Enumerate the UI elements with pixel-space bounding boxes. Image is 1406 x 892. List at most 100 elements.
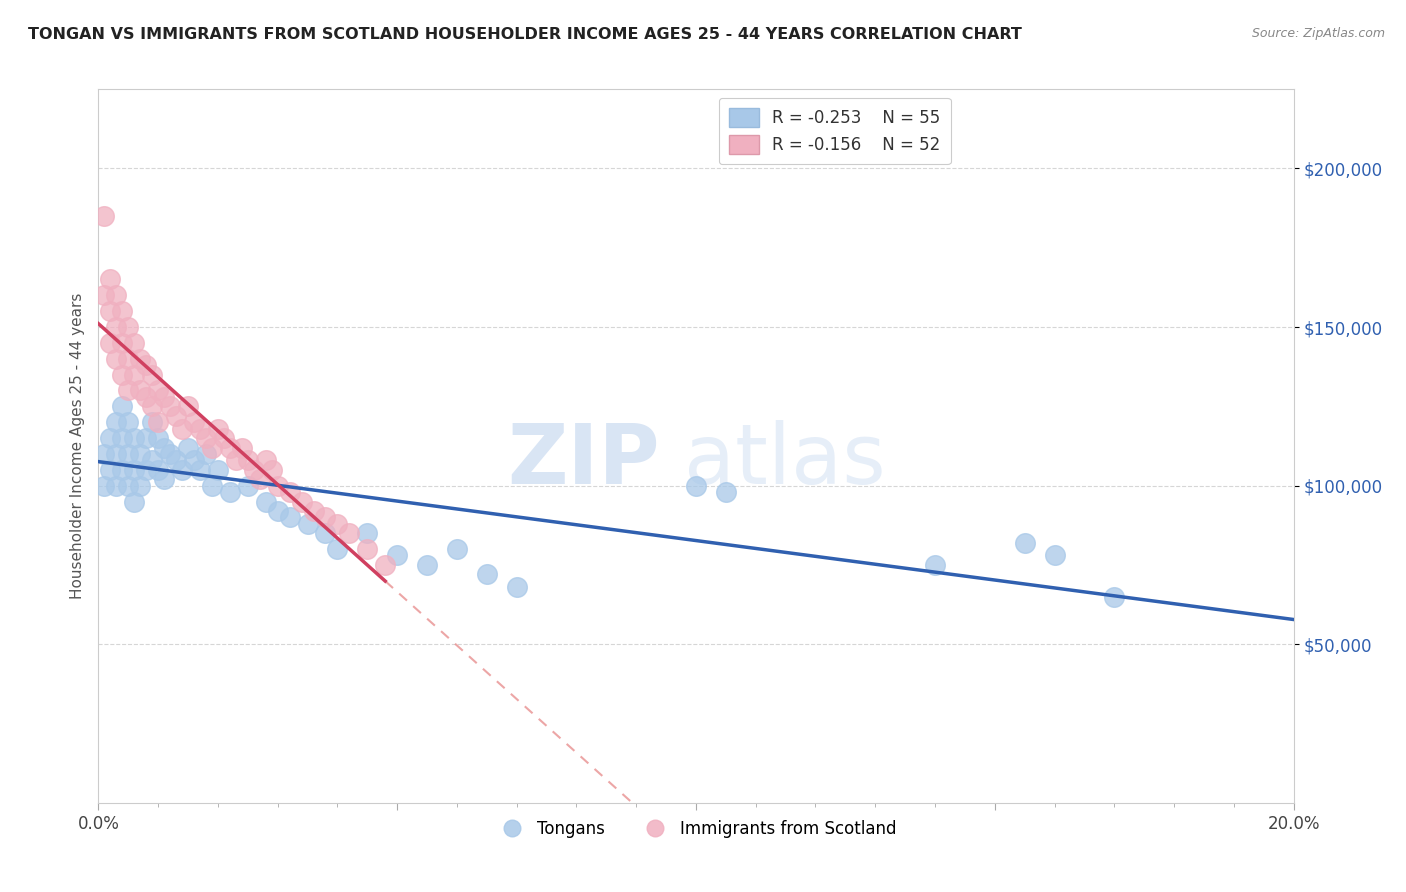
Point <box>326 516 349 531</box>
Point <box>98 463 122 477</box>
Point <box>159 447 181 461</box>
Point <box>315 526 337 541</box>
Point <box>135 358 157 372</box>
Point <box>93 478 115 492</box>
Point <box>105 288 128 302</box>
Point <box>141 453 163 467</box>
Point <box>326 542 349 557</box>
Point <box>188 421 211 435</box>
Point <box>141 415 163 429</box>
Point <box>111 335 134 350</box>
Point <box>236 453 259 467</box>
Point <box>129 478 152 492</box>
Point <box>207 463 229 477</box>
Point <box>153 441 176 455</box>
Point <box>165 409 187 423</box>
Point <box>207 421 229 435</box>
Point <box>685 478 707 492</box>
Point <box>117 478 139 492</box>
Point <box>177 400 200 414</box>
Point <box>98 304 122 318</box>
Point <box>212 431 235 445</box>
Point <box>177 441 200 455</box>
Point <box>129 384 152 398</box>
Point <box>105 478 128 492</box>
Point <box>117 415 139 429</box>
Y-axis label: Householder Income Ages 25 - 44 years: Householder Income Ages 25 - 44 years <box>69 293 84 599</box>
Point <box>254 494 277 508</box>
Point <box>141 400 163 414</box>
Point <box>446 542 468 557</box>
Point <box>153 390 176 404</box>
Point <box>105 351 128 366</box>
Point <box>172 421 194 435</box>
Point <box>278 485 301 500</box>
Point <box>201 478 224 492</box>
Point <box>249 472 271 486</box>
Point <box>172 463 194 477</box>
Point <box>416 558 439 572</box>
Point <box>339 526 361 541</box>
Point <box>105 415 128 429</box>
Point <box>111 400 134 414</box>
Point <box>188 463 211 477</box>
Point <box>93 209 115 223</box>
Point <box>267 504 290 518</box>
Point <box>165 453 187 467</box>
Point <box>124 431 146 445</box>
Point <box>374 558 396 572</box>
Point <box>714 485 737 500</box>
Point <box>183 415 205 429</box>
Point <box>117 351 139 366</box>
Point <box>124 368 146 382</box>
Point <box>98 431 122 445</box>
Point <box>243 463 266 477</box>
Point <box>111 368 134 382</box>
Point <box>195 431 218 445</box>
Point <box>153 472 176 486</box>
Point <box>506 580 529 594</box>
Point <box>231 441 253 455</box>
Point <box>219 441 242 455</box>
Point <box>297 516 319 531</box>
Point <box>148 415 170 429</box>
Text: Source: ZipAtlas.com: Source: ZipAtlas.com <box>1251 27 1385 40</box>
Point <box>129 351 152 366</box>
Point <box>201 441 224 455</box>
Point <box>135 390 157 404</box>
Point <box>98 335 122 350</box>
Point <box>141 368 163 382</box>
Point <box>1043 549 1066 563</box>
Point <box>183 453 205 467</box>
Point <box>98 272 122 286</box>
Point <box>105 320 128 334</box>
Point <box>159 400 181 414</box>
Point <box>385 549 409 563</box>
Point <box>129 447 152 461</box>
Point <box>291 494 314 508</box>
Point <box>236 478 259 492</box>
Point <box>260 463 283 477</box>
Point <box>135 463 157 477</box>
Point <box>278 510 301 524</box>
Point <box>93 447 115 461</box>
Point <box>225 453 247 467</box>
Point <box>267 478 290 492</box>
Point <box>356 542 378 557</box>
Text: ZIP: ZIP <box>508 420 661 500</box>
Point <box>117 320 139 334</box>
Point <box>315 510 337 524</box>
Legend: Tongans, Immigrants from Scotland: Tongans, Immigrants from Scotland <box>489 814 903 845</box>
Point <box>219 485 242 500</box>
Point <box>124 494 146 508</box>
Point <box>1104 590 1126 604</box>
Text: TONGAN VS IMMIGRANTS FROM SCOTLAND HOUSEHOLDER INCOME AGES 25 - 44 YEARS CORRELA: TONGAN VS IMMIGRANTS FROM SCOTLAND HOUSE… <box>28 27 1022 42</box>
Text: atlas: atlas <box>685 420 886 500</box>
Point <box>148 463 170 477</box>
Point <box>924 558 946 572</box>
Point <box>111 304 134 318</box>
Point <box>117 447 139 461</box>
Point <box>111 431 134 445</box>
Point <box>302 504 325 518</box>
Point <box>111 463 134 477</box>
